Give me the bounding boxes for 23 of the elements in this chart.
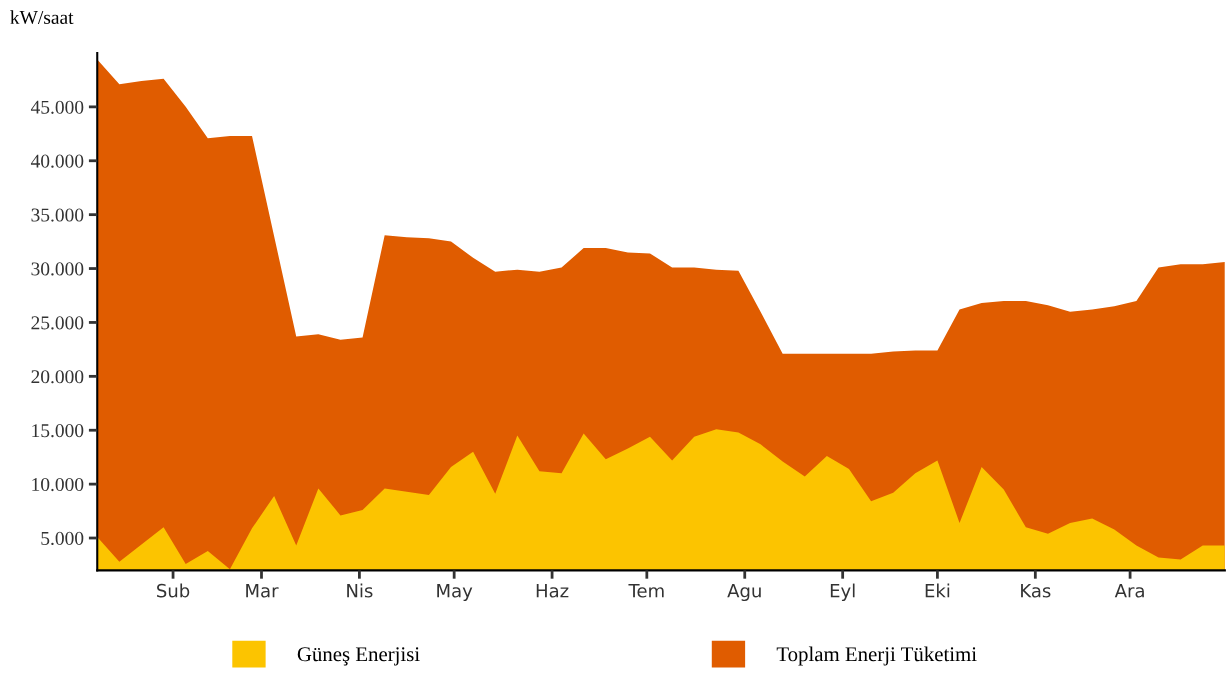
x-tick-label: Sub (157, 583, 190, 598)
y-tick-label: 5.000 (41, 531, 84, 546)
y-tick-label: 25.000 (31, 316, 84, 330)
legend-label: Güneş Enerjisi (297, 647, 420, 666)
y-tick-label: 40.000 (30, 154, 84, 168)
x-tick-label: Agu (727, 584, 761, 602)
x-tick-label: Tem (628, 584, 664, 598)
x-tick-label: Ara (1114, 584, 1144, 598)
x-tick-label: Haz (536, 584, 569, 598)
x-tick-label: Eki (925, 583, 950, 598)
x-tick-label: May (437, 584, 473, 602)
y-tick-label: 30.000 (31, 262, 84, 276)
y-tick-label: 15.000 (32, 424, 84, 438)
y-tick-label: 35.000 (31, 208, 84, 222)
y-axis-title: kW/saat (10, 10, 74, 25)
y-tick-label: 10.000 (32, 477, 84, 492)
x-tick-label: Kas (1021, 584, 1051, 598)
x-tick-label: Mar (246, 584, 279, 598)
x-tick-label: Nis (347, 583, 373, 598)
y-tick-label: 20.000 (31, 370, 84, 384)
legend-label: Toplam Enerji Tüketimi (776, 646, 977, 666)
x-tick-label: Eyl (830, 583, 855, 602)
y-tick-label: 45.000 (30, 100, 84, 114)
